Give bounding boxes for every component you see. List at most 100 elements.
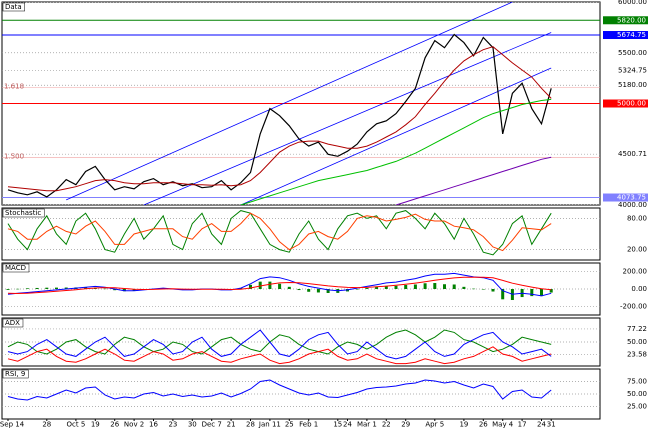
level-tag [603,16,648,25]
histogram-bar [113,289,117,291]
histogram-bar [394,285,398,289]
histogram-bar [45,287,49,289]
histogram-bar [326,289,330,293]
x-tick-label: 26 [110,421,119,429]
histogram-bar [132,289,136,291]
level-label: 4073.75 [617,194,646,202]
y-tick-label: 50.00 [627,390,647,398]
y-tick-label: 50.00 [627,338,647,346]
histogram-bar [297,289,301,291]
y-tick-label: 6000.00 [618,0,647,6]
x-tick-label: 17 [518,421,527,429]
level-tag [603,99,648,108]
histogram-bar [278,283,282,289]
panel-title-box [2,208,45,218]
histogram-bar [258,281,262,289]
histogram-bar [433,283,437,289]
x-tick-label: Mar 1 [357,421,377,429]
panel-frame [1,262,601,316]
x-tick-label: Feb 1 [299,421,318,429]
panel-title: Stochastic [5,209,41,217]
x-tick-label: Sep 14 [0,421,25,429]
x-tick-label: 19 [459,421,468,429]
histogram-bar [103,288,107,290]
panel-title: Data [5,3,22,11]
x-tick-label: Jan 11 [258,421,281,429]
series-line [7,33,552,198]
panel-plot [2,210,600,256]
y-tick-label: 0.00 [631,285,647,293]
panel-title: ADX [5,319,20,327]
histogram-bar [481,289,485,290]
level-tag [603,193,648,202]
trend-line [240,67,552,205]
x-tick-label: 28 [42,421,51,429]
fib-label: 1.500 [4,153,24,161]
histogram-bar [249,284,252,289]
y-tick-label: 23.58 [627,351,647,359]
series-line [7,276,552,295]
series-line [7,379,552,401]
histogram-bar [491,289,495,292]
level-label: 5674.75 [617,31,646,39]
panel-plot [2,2,600,205]
series-line [7,346,552,365]
histogram-bar [549,289,553,293]
x-tick-label: 15 [333,421,342,429]
histogram-bar [413,284,417,289]
panel-title-box [2,318,24,328]
x-tick-label: 30 [188,421,197,429]
series-line [395,156,552,205]
x-tick-label: 16 [149,421,158,429]
y-tick-label: 4500.71 [618,150,647,158]
histogram-bar [64,287,68,289]
panel-plot [2,271,600,307]
x-tick-label: 25 [285,421,294,429]
x-tick-label: 29 [401,421,410,429]
panel-frame [1,207,601,261]
panel-title-box [2,2,25,12]
histogram-bar [384,285,388,289]
y-tick-label: 5500.00 [618,49,647,57]
trend-line [143,32,552,205]
x-tick-label: 22 [382,421,391,429]
panel-frame [1,368,601,420]
y-tick-label: 20.00 [627,246,647,254]
histogram-bar [530,289,534,297]
x-tick-label: 24 [343,421,352,429]
histogram-bar [287,286,291,289]
x-tick-label: 24 [537,421,546,429]
histogram-bar [540,289,543,297]
histogram-bar [16,288,20,290]
y-tick-label: 4000.00 [618,201,647,209]
series-line [7,210,552,256]
panel-plot [2,328,600,365]
panel-title-box [2,369,29,379]
x-tick-label: 28 [246,421,255,429]
histogram-bar [122,289,126,292]
histogram-bar [375,286,379,289]
series-line [7,212,552,252]
series-line [240,98,552,205]
panel-title: MACD [5,264,26,272]
y-tick-label: -200.00 [620,302,647,310]
x-tick-label: May 4 [492,421,514,429]
histogram-bar [355,289,359,290]
histogram-bar [365,288,369,289]
panel-plot [2,379,600,407]
trend-line [66,2,513,201]
x-tick-label: Dec 7 [202,421,222,429]
histogram-bar [423,283,427,289]
histogram-bar [472,288,476,290]
panel-title: RSI, 9 [5,370,25,378]
y-tick-label: 75.00 [627,378,647,386]
y-tick-label: 5324.75 [618,67,647,75]
x-tick-label: 19 [91,421,100,429]
histogram-bar [35,287,39,289]
x-tick-label: Apr 5 [425,421,444,429]
y-tick-label: 25.00 [627,403,647,411]
histogram-bar [443,284,446,289]
x-tick-label: 23 [168,421,177,429]
level-label: 5820.00 [617,16,646,24]
histogram-bar [316,289,320,293]
